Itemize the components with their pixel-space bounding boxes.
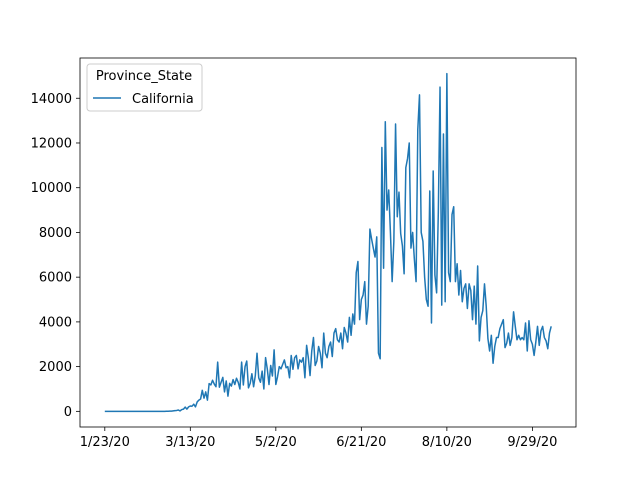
y-tick-label: 10000 [31,181,72,196]
legend-box [86,63,203,112]
x-axis: 1/23/20 3/13/20 5/2/20 6/21/20 8/10/20 9/29/2… [80,427,557,450]
y-tick-label: 0 [64,405,72,420]
y-axis: 0 2000 4000 6000 8000 10000 12000 14000 [31,92,80,420]
x-tick-label: 6/21/20 [336,435,386,450]
y-tick-label: 4000 [39,315,72,330]
legend: Province_State California [86,63,203,112]
legend-label-california: California [132,92,194,107]
x-tick-label: 9/29/20 [507,435,557,450]
y-tick-label: 8000 [39,226,72,241]
x-tick-label: 5/2/20 [255,435,297,450]
legend-title: Province_State [96,69,192,84]
y-tick-label: 14000 [31,92,72,107]
x-tick-label: 3/13/20 [165,435,215,450]
series-line-california [104,72,552,413]
y-tick-label: 2000 [39,360,72,375]
y-tick-label: 6000 [39,271,72,286]
y-tick-label: 12000 [31,136,72,151]
x-tick-label: 1/23/20 [80,435,130,450]
plot-frame [79,57,577,428]
x-tick-label: 8/10/20 [422,435,472,450]
plot-area [79,57,577,428]
